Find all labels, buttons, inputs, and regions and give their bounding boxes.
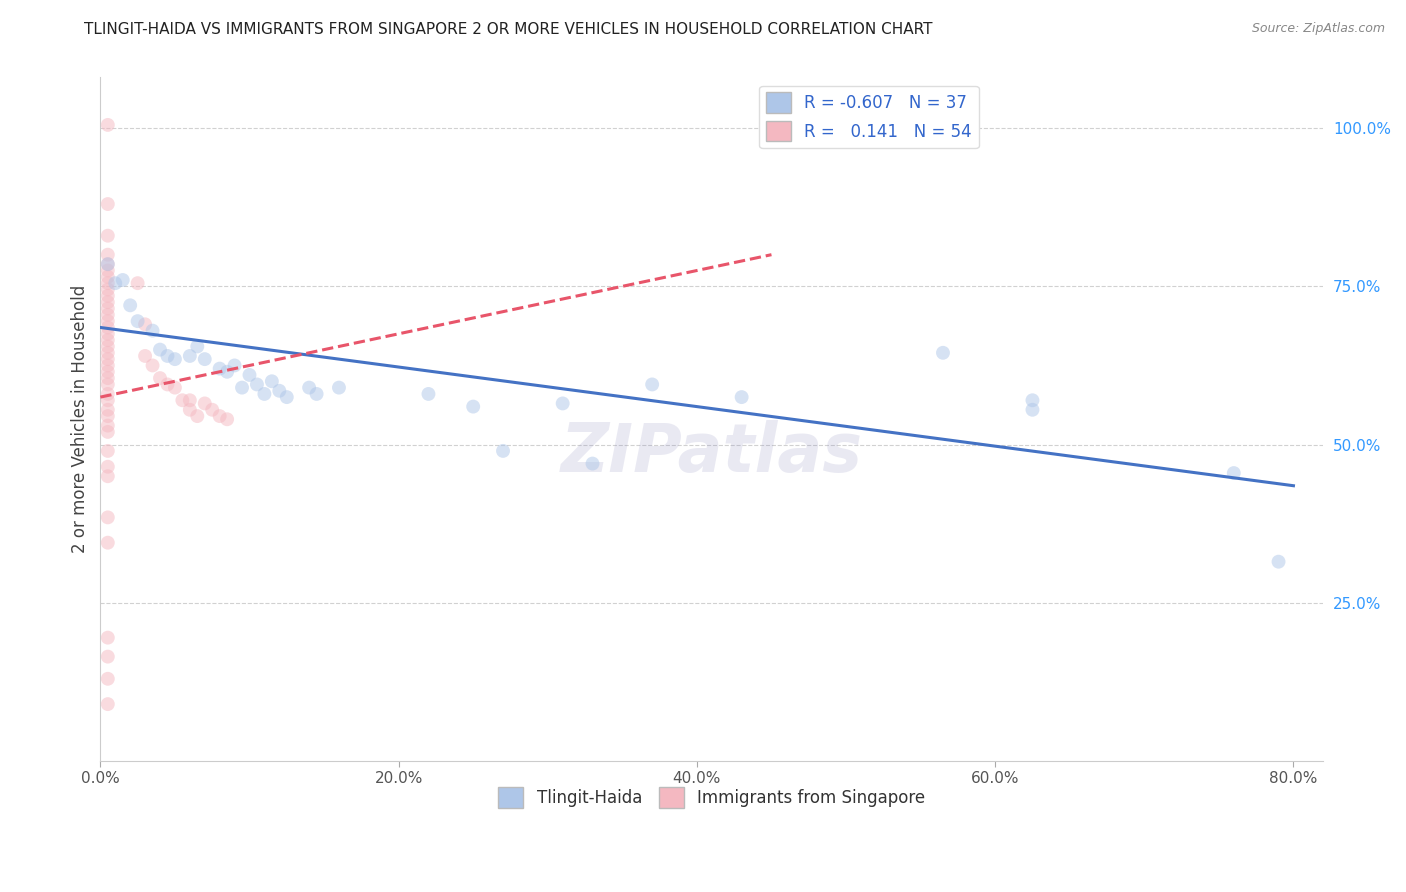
Point bbox=[194, 396, 217, 410]
Point bbox=[463, 400, 485, 414]
Point bbox=[246, 377, 269, 392]
Point bbox=[97, 308, 120, 322]
Point bbox=[253, 387, 276, 401]
Point bbox=[186, 409, 208, 423]
Point bbox=[276, 390, 298, 404]
Legend: Tlingit-Haida, Immigrants from Singapore: Tlingit-Haida, Immigrants from Singapore bbox=[492, 780, 932, 814]
Point bbox=[581, 457, 603, 471]
Point bbox=[97, 418, 120, 433]
Point bbox=[172, 393, 194, 408]
Point bbox=[97, 276, 120, 290]
Point bbox=[156, 377, 179, 392]
Point bbox=[97, 314, 120, 328]
Point bbox=[97, 697, 120, 711]
Point bbox=[97, 333, 120, 347]
Point bbox=[97, 289, 120, 303]
Point bbox=[418, 387, 440, 401]
Point bbox=[97, 469, 120, 483]
Point bbox=[127, 314, 149, 328]
Point bbox=[1021, 402, 1043, 417]
Point bbox=[238, 368, 260, 382]
Point bbox=[194, 352, 217, 367]
Point bbox=[97, 425, 120, 439]
Point bbox=[97, 535, 120, 549]
Point bbox=[298, 381, 321, 395]
Point bbox=[260, 374, 283, 388]
Point bbox=[97, 295, 120, 310]
Point bbox=[97, 409, 120, 423]
Point bbox=[97, 359, 120, 373]
Point bbox=[134, 318, 156, 332]
Point bbox=[127, 276, 149, 290]
Point bbox=[97, 402, 120, 417]
Text: Source: ZipAtlas.com: Source: ZipAtlas.com bbox=[1251, 22, 1385, 36]
Point bbox=[97, 346, 120, 360]
Point bbox=[97, 263, 120, 277]
Point bbox=[97, 118, 120, 132]
Point bbox=[97, 510, 120, 524]
Point bbox=[1267, 555, 1289, 569]
Point bbox=[141, 324, 163, 338]
Point bbox=[149, 371, 172, 385]
Text: ZIPatlas: ZIPatlas bbox=[561, 420, 863, 486]
Point bbox=[231, 381, 253, 395]
Point bbox=[111, 273, 134, 287]
Point bbox=[97, 393, 120, 408]
Point bbox=[97, 672, 120, 686]
Point bbox=[1223, 466, 1246, 480]
Point bbox=[163, 352, 186, 367]
Point bbox=[156, 349, 179, 363]
Point bbox=[97, 283, 120, 297]
Point bbox=[97, 301, 120, 316]
Point bbox=[492, 444, 515, 458]
Point bbox=[120, 298, 142, 312]
Point bbox=[97, 228, 120, 243]
Point bbox=[97, 339, 120, 353]
Point bbox=[179, 393, 201, 408]
Point bbox=[208, 361, 231, 376]
Point bbox=[551, 396, 574, 410]
Point bbox=[97, 649, 120, 664]
Point bbox=[224, 359, 246, 373]
Point bbox=[328, 381, 350, 395]
Point bbox=[641, 377, 664, 392]
Point bbox=[179, 349, 201, 363]
Text: TLINGIT-HAIDA VS IMMIGRANTS FROM SINGAPORE 2 OR MORE VEHICLES IN HOUSEHOLD CORRE: TLINGIT-HAIDA VS IMMIGRANTS FROM SINGAPO… bbox=[84, 22, 932, 37]
Point bbox=[97, 248, 120, 262]
Point bbox=[97, 371, 120, 385]
Point bbox=[97, 197, 120, 211]
Point bbox=[179, 402, 201, 417]
Point bbox=[104, 276, 127, 290]
Point bbox=[97, 320, 120, 334]
Y-axis label: 2 or more Vehicles in Household: 2 or more Vehicles in Household bbox=[72, 285, 89, 553]
Point bbox=[1021, 393, 1043, 408]
Point bbox=[305, 387, 328, 401]
Point bbox=[97, 387, 120, 401]
Point bbox=[201, 402, 224, 417]
Point bbox=[932, 346, 955, 360]
Point bbox=[269, 384, 291, 398]
Point bbox=[97, 326, 120, 341]
Point bbox=[97, 631, 120, 645]
Point bbox=[141, 359, 163, 373]
Point bbox=[97, 459, 120, 474]
Point bbox=[730, 390, 752, 404]
Point bbox=[186, 339, 208, 353]
Point bbox=[97, 365, 120, 379]
Point bbox=[149, 343, 172, 357]
Point bbox=[97, 377, 120, 392]
Point bbox=[163, 381, 186, 395]
Point bbox=[97, 257, 120, 271]
Point bbox=[217, 365, 239, 379]
Point bbox=[97, 269, 120, 284]
Point bbox=[97, 444, 120, 458]
Point bbox=[217, 412, 239, 426]
Point bbox=[97, 257, 120, 271]
Point bbox=[97, 352, 120, 367]
Point bbox=[208, 409, 231, 423]
Point bbox=[134, 349, 156, 363]
